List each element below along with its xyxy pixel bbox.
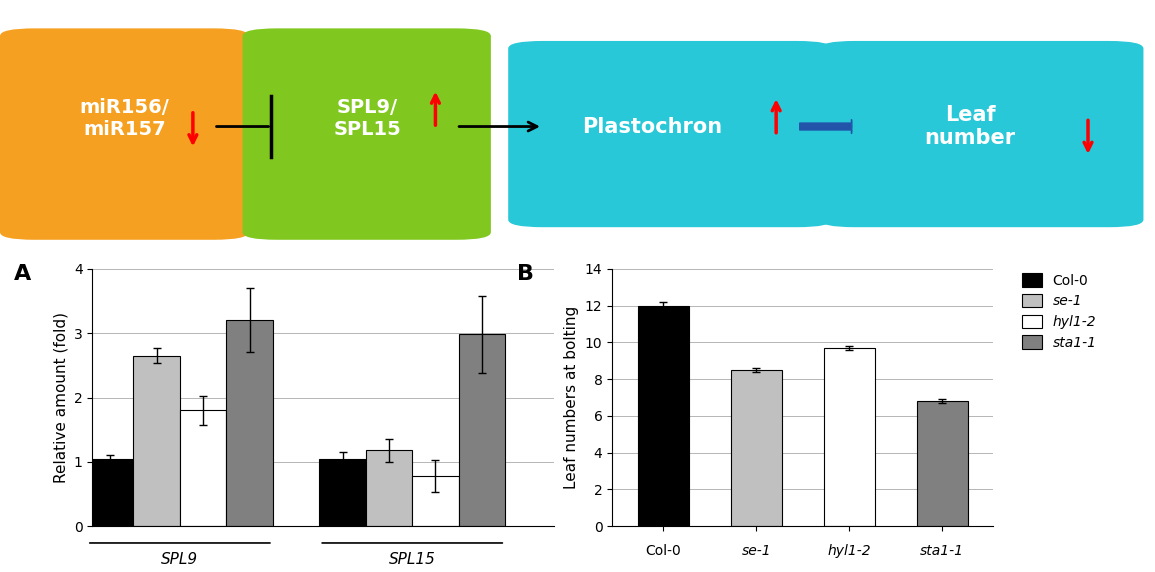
Legend: Col-0, se-1, hyl1-2, sta1-1: Col-0, se-1, hyl1-2, sta1-1 [1020,271,1100,352]
Bar [319,459,366,526]
Bar [412,476,459,526]
Bar [917,401,968,526]
Text: Leaf
number: Leaf number [925,105,1015,148]
Text: A: A [14,264,31,284]
Bar [87,459,134,526]
Text: SPL9/
SPL15: SPL9/ SPL15 [334,98,401,140]
Text: Plastochron: Plastochron [582,117,723,137]
Text: hyl1-2: hyl1-2 [827,545,871,558]
Text: B: B [516,264,534,284]
Bar [226,320,273,526]
Text: miR156/
miR157: miR156/ miR157 [80,98,170,140]
Bar [134,356,180,526]
Bar [180,411,226,526]
FancyBboxPatch shape [508,41,832,227]
Bar [366,450,412,526]
FancyBboxPatch shape [243,29,491,240]
Text: se-1: se-1 [742,545,772,558]
Bar [638,305,688,526]
Text: SPL15: SPL15 [389,552,435,567]
Bar [731,370,782,526]
FancyBboxPatch shape [0,29,248,240]
Y-axis label: Leaf numbers at bolting: Leaf numbers at bolting [565,306,580,489]
Text: Col-0: Col-0 [646,545,681,558]
Y-axis label: Relative amount (fold): Relative amount (fold) [53,312,68,483]
Text: SPL9: SPL9 [162,552,199,567]
Text: sta1-1: sta1-1 [921,545,964,558]
Bar [459,335,505,526]
FancyBboxPatch shape [820,41,1143,227]
Bar [824,348,874,526]
